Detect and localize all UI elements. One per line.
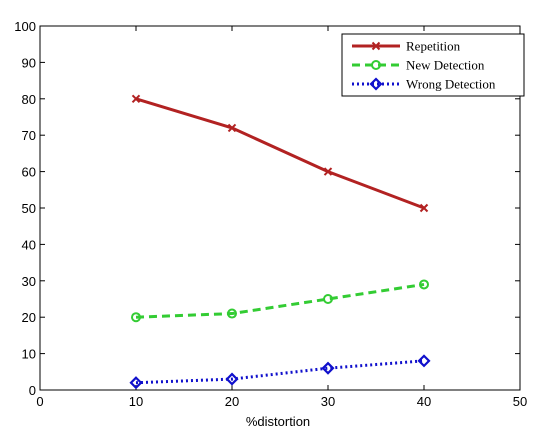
- series-line: [135, 359, 425, 385]
- y-tick-label: 60: [22, 165, 36, 180]
- legend: Repetition New Detection Wrong Detection: [341, 33, 525, 97]
- x-tick-label: 50: [513, 394, 527, 409]
- marker-stroke: [227, 123, 237, 133]
- marker-stroke: [323, 167, 333, 176]
- data-point: [131, 312, 141, 323]
- series-line: [135, 282, 425, 319]
- legend-marker: [371, 41, 381, 51]
- y-tick-label: 0: [29, 383, 36, 398]
- data-point: [323, 167, 333, 176]
- data-point: [323, 294, 333, 304]
- data-point: [419, 279, 429, 290]
- data-point: [417, 354, 431, 368]
- marker-stroke: [419, 203, 429, 213]
- data-point: [227, 123, 237, 133]
- series-new-detection: [131, 279, 429, 323]
- data-point: [419, 203, 429, 213]
- x-tick-label: 20: [225, 394, 239, 409]
- legend-label: Wrong Detection: [406, 77, 496, 92]
- legend-label: New Detection: [406, 58, 485, 73]
- axes: 0 10 20 30 40 50 0 10 20 30 40 50 60 70 80 90 100: [14, 19, 527, 409]
- y-tick-label: 100: [14, 19, 36, 34]
- data-point: [129, 376, 143, 390]
- legend-marker: [369, 77, 383, 91]
- y-tick-label: 80: [22, 92, 36, 107]
- y-tick-label: 50: [22, 201, 36, 216]
- x-tick-label: 0: [36, 394, 43, 409]
- x-tick-label: 10: [129, 394, 143, 409]
- marker-stroke: [371, 41, 381, 51]
- y-tick-label: 70: [22, 128, 36, 143]
- y-tick-label: 90: [22, 55, 36, 70]
- y-tick-label: 40: [22, 237, 36, 252]
- x-axis-label: %distortion: [246, 414, 310, 429]
- legend-marker: [371, 60, 381, 70]
- marker-stroke: [131, 94, 141, 104]
- x-tick-label: 40: [417, 394, 431, 409]
- series-layer: [129, 94, 431, 390]
- series-repetition: [131, 94, 429, 213]
- data-point: [225, 372, 239, 386]
- series-line: [135, 97, 425, 210]
- y-tick-label: 30: [22, 274, 36, 289]
- y-tick-label: 20: [22, 310, 36, 325]
- data-point: [321, 361, 335, 375]
- data-point: [131, 94, 141, 104]
- legend-label: Repetition: [406, 39, 461, 54]
- series-wrong-detection: [129, 354, 431, 390]
- x-tick-label: 30: [321, 394, 335, 409]
- y-tick-label: 10: [22, 347, 36, 362]
- data-point: [227, 308, 237, 319]
